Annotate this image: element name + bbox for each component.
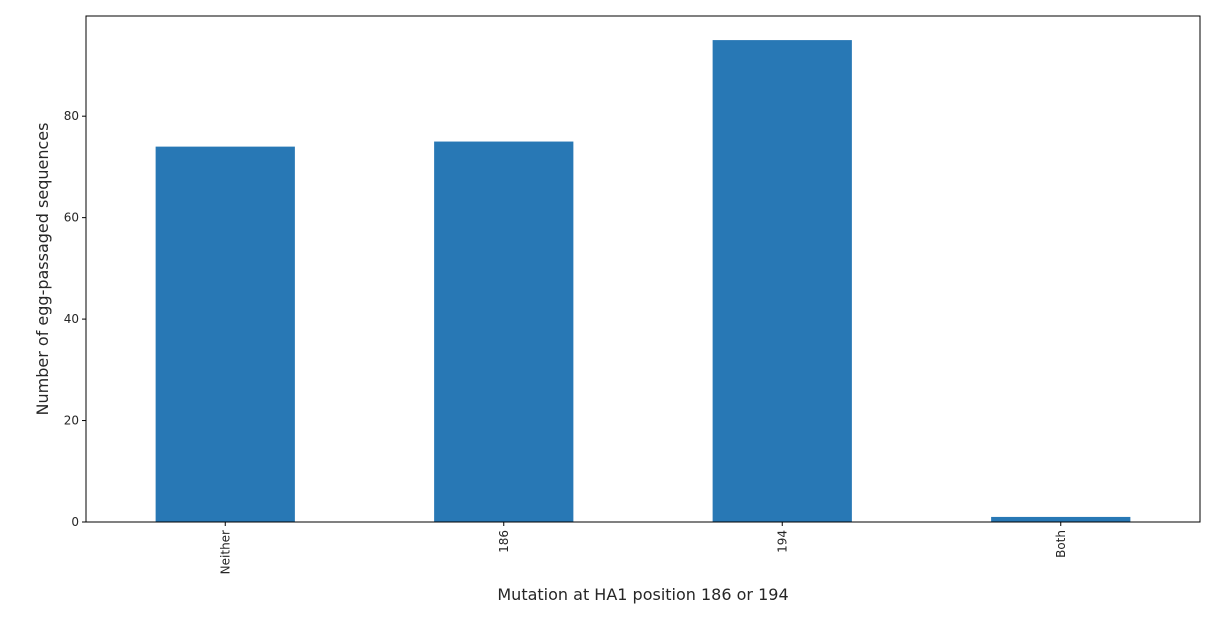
bars-group [155,40,1131,522]
y-tick-label: 80 [64,109,79,123]
x-tick-label: 186 [497,530,511,553]
y-tick-label: 40 [64,312,79,326]
bar-186 [434,141,574,522]
bar-both [991,516,1131,522]
x-tick-label: Neither [218,530,232,574]
x-axis-title: Mutation at HA1 position 186 or 194 [497,585,788,604]
y-tick-label: 60 [64,211,79,225]
x-axis-ticks: Neither 186 194 Both [218,522,1068,574]
x-tick-label: 194 [775,530,789,553]
x-tick-label: Both [1054,530,1068,558]
bar-neither [155,146,295,522]
y-tick-label: 20 [64,414,79,428]
bar-194 [712,40,852,522]
y-tick-label: 0 [71,515,79,529]
y-axis-ticks: 0 20 40 60 80 [64,109,86,529]
y-axis-title: Number of egg-passaged sequences [33,123,52,416]
plot-area-frame [85,15,1201,523]
